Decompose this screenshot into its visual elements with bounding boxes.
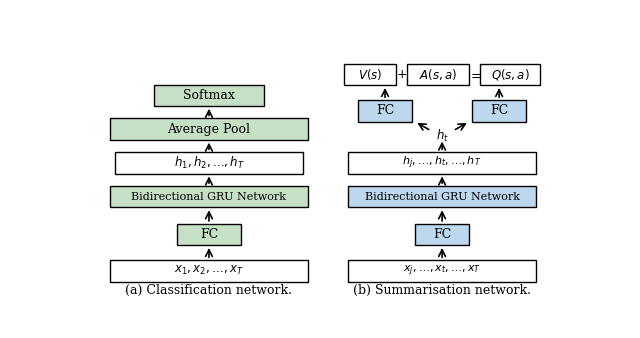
Text: $h_j, \ldots, h_t, \ldots, h_T$: $h_j, \ldots, h_t, \ldots, h_T$	[403, 155, 482, 171]
FancyBboxPatch shape	[407, 64, 469, 85]
Text: $+$: $+$	[396, 68, 408, 81]
Text: $V(s)$: $V(s)$	[358, 67, 383, 82]
Text: Bidirectional GRU Network: Bidirectional GRU Network	[365, 192, 520, 202]
Text: (a) Classification network.: (a) Classification network.	[125, 284, 292, 297]
FancyBboxPatch shape	[348, 152, 536, 173]
Text: Softmax: Softmax	[183, 89, 235, 102]
FancyBboxPatch shape	[110, 186, 308, 208]
Text: $h_1, h_2, \ldots, h_T$: $h_1, h_2, \ldots, h_T$	[173, 155, 244, 171]
FancyBboxPatch shape	[115, 152, 303, 173]
FancyBboxPatch shape	[110, 118, 308, 140]
FancyBboxPatch shape	[480, 64, 540, 85]
Text: FC: FC	[200, 228, 218, 241]
Text: $x_1, x_2, \ldots, x_T$: $x_1, x_2, \ldots, x_T$	[174, 264, 244, 277]
Text: (b) Summarisation network.: (b) Summarisation network.	[353, 284, 531, 297]
FancyBboxPatch shape	[344, 64, 396, 85]
Text: Average Pool: Average Pool	[168, 123, 250, 136]
Text: $A(s,a)$: $A(s,a)$	[419, 67, 458, 82]
Text: $h_t$: $h_t$	[436, 127, 449, 144]
Text: FC: FC	[376, 104, 394, 117]
FancyBboxPatch shape	[177, 224, 241, 245]
Text: $x_j, \ldots, x_t, \ldots, x_T$: $x_j, \ldots, x_t, \ldots, x_T$	[403, 264, 481, 278]
FancyBboxPatch shape	[358, 100, 412, 121]
FancyBboxPatch shape	[472, 100, 526, 121]
FancyBboxPatch shape	[415, 224, 469, 245]
Text: $Q(s,a)$: $Q(s,a)$	[491, 67, 529, 82]
FancyBboxPatch shape	[348, 260, 536, 282]
Text: FC: FC	[433, 228, 451, 241]
Text: $=$: $=$	[468, 68, 482, 81]
Text: FC: FC	[490, 104, 508, 117]
FancyBboxPatch shape	[154, 84, 264, 106]
FancyBboxPatch shape	[348, 186, 536, 208]
Text: Bidirectional GRU Network: Bidirectional GRU Network	[131, 192, 287, 202]
FancyBboxPatch shape	[110, 260, 308, 282]
